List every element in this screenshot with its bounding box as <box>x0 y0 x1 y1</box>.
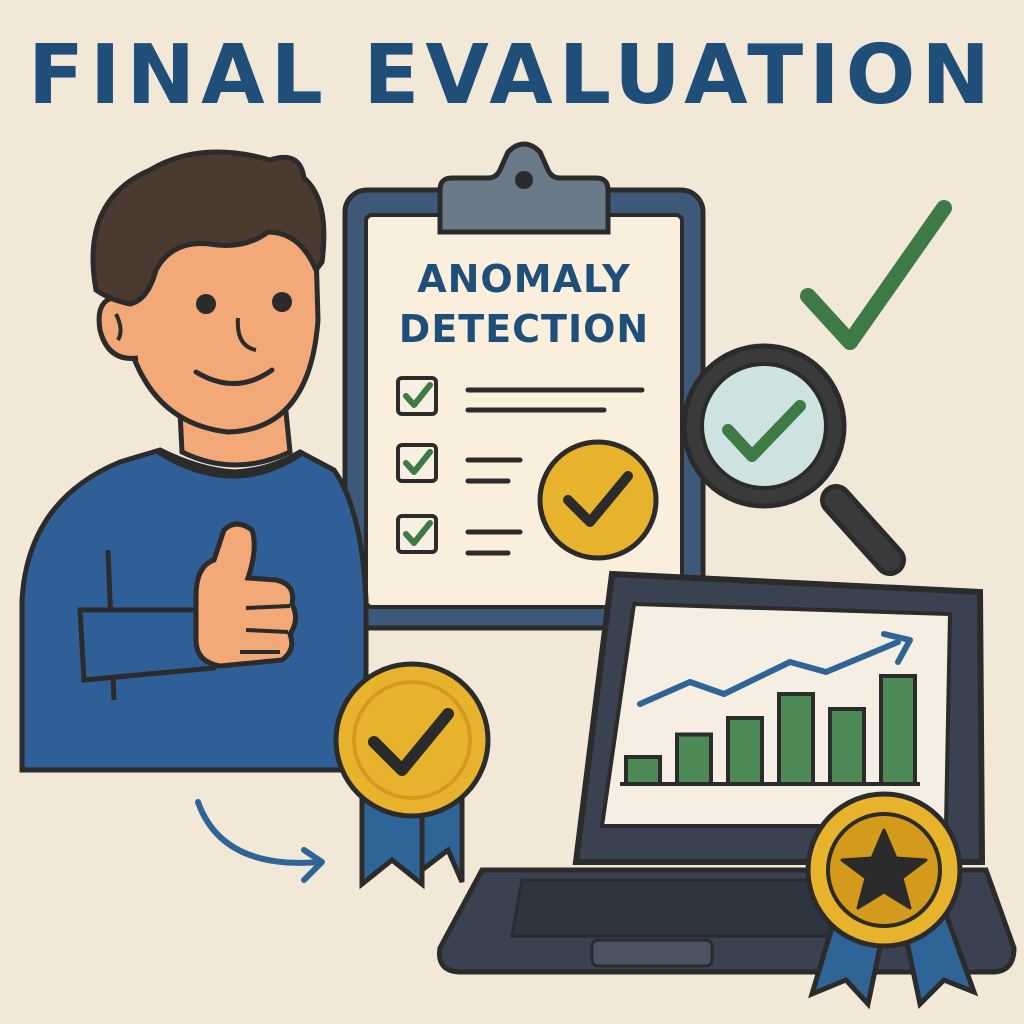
chart-bar <box>777 692 815 786</box>
chart-bar <box>624 755 662 786</box>
checklist-row-3 <box>396 514 523 556</box>
star-icon <box>840 828 928 910</box>
checkmark-icon <box>403 520 433 546</box>
gold-check-badge <box>537 439 659 561</box>
checklist-row-2 <box>396 443 523 484</box>
laptop <box>436 570 1017 975</box>
clipboard: ANOMALY DETECTION <box>342 141 706 631</box>
chart-bar <box>879 674 917 786</box>
person <box>19 149 369 773</box>
checkmark-icon <box>403 449 433 475</box>
checklist-row-1 <box>396 376 645 416</box>
checkmark-icon <box>800 200 952 350</box>
checkmark-icon <box>722 400 806 462</box>
clipboard-heading-line1: ANOMALY <box>417 257 631 301</box>
chart-bar <box>828 707 866 786</box>
page-title: FINAL EVALUATION <box>27 28 997 123</box>
chart-bar <box>675 732 713 786</box>
person-hair <box>90 149 327 307</box>
trend-line <box>637 639 901 707</box>
trackpad <box>590 938 714 968</box>
trend-arrow <box>881 631 913 665</box>
star-medal <box>805 791 979 1010</box>
curved-arrow-icon <box>195 799 325 883</box>
checkmark-icon <box>368 708 454 776</box>
award-badge-icon <box>333 661 491 890</box>
magnifier-icon <box>681 343 906 576</box>
checkmark-icon <box>403 382 433 408</box>
bar-chart-icon <box>620 674 920 786</box>
thumbs-up-icon <box>193 521 298 669</box>
clipboard-heading-line2: DETECTION <box>399 307 649 351</box>
chart-bar <box>726 716 764 786</box>
